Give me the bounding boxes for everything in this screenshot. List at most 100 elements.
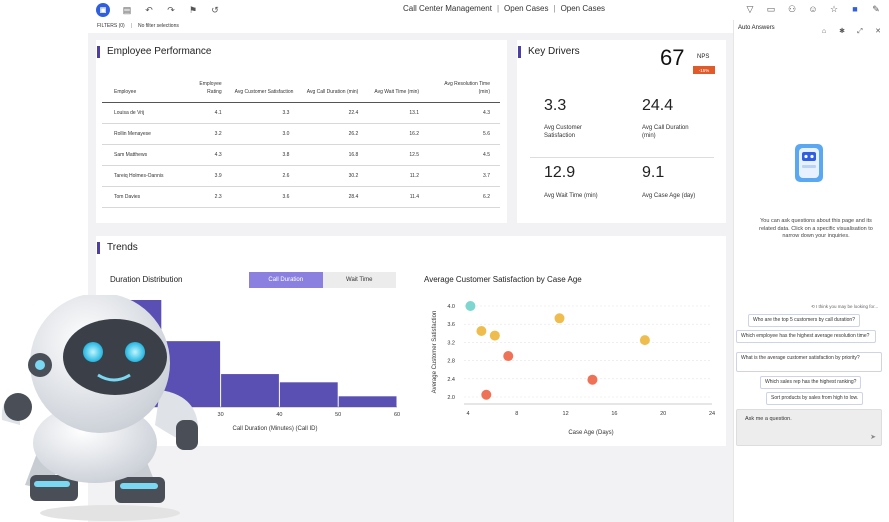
divider: [530, 157, 714, 158]
star-icon[interactable]: ☆: [829, 3, 839, 14]
column-header[interactable]: Avg Wait Time (min): [368, 80, 430, 103]
edit-icon[interactable]: ✎: [872, 3, 880, 14]
table-header-row: Employee Employee Rating Avg Customer Sa…: [102, 80, 500, 103]
suggestion-chip[interactable]: Which sales rep has the highest ranking?: [760, 376, 862, 389]
table-cell: 3.0: [231, 123, 300, 145]
history-icon[interactable]: ↺: [211, 4, 219, 15]
nps-change-badge: -15%: [693, 66, 715, 74]
trends-card[interactable]: [96, 236, 726, 446]
employee-performance-title: Employee Performance: [97, 46, 212, 58]
table-row[interactable]: Tareiq Holmes-Oannis 3.9 2.6 30.2 11.2 3.7: [102, 165, 500, 187]
column-header[interactable]: Employee: [102, 80, 190, 103]
assistant-message: You can ask questions about this page an…: [759, 218, 873, 239]
key-drivers-card[interactable]: [517, 40, 726, 223]
kpi-value: 3.3: [544, 97, 567, 114]
trends-title: Trends: [97, 242, 138, 254]
employee-table: Employee Employee Rating Avg Customer Sa…: [102, 80, 500, 208]
breadcrumb: Call Center Management | Open Cases | Open C…: [403, 4, 606, 13]
auto-answers-panel: Auto Answers ⌂ ✱ ⤢ ✕ You can ask questio…: [733, 20, 889, 522]
undo-icon[interactable]: ↶: [145, 4, 153, 15]
kpi-label: Avg Call Duration (min): [642, 125, 689, 139]
metric-toggle: Call Duration Wait Time: [249, 272, 396, 288]
panel-title: Auto Answers: [738, 25, 775, 31]
send-icon[interactable]: ➤: [870, 434, 876, 441]
share-icon[interactable]: ⚇: [787, 3, 797, 14]
robot-mascot-icon: [1, 295, 198, 521]
table-cell: 2.6: [231, 165, 300, 187]
suggestion-hint: ⟲ I think you may be looking for...: [811, 304, 878, 310]
table-cell: 13.1: [368, 102, 430, 124]
kpi-label: Avg Case Age (day): [642, 193, 696, 199]
assistant-illustration-icon: [795, 144, 823, 182]
table-cell: 11.4: [368, 186, 430, 208]
table-cell: 4.3: [429, 102, 500, 124]
close-icon[interactable]: ✕: [875, 27, 881, 35]
bookmark-icon[interactable]: ⚑: [188, 4, 198, 15]
table-cell: 4.1: [189, 102, 232, 124]
table-cell: 3.6: [231, 186, 300, 208]
breadcrumb-item[interactable]: Open Cases: [504, 4, 549, 13]
suggestion-chip[interactable]: Sort products by sales from high to low.: [766, 392, 864, 405]
table-cell: 4.5: [429, 144, 500, 166]
suggestion-chip[interactable]: What is the average customer satisfactio…: [736, 352, 882, 372]
column-header[interactable]: Avg Resolution Time (min): [429, 80, 500, 103]
kpi-value: 24.4: [642, 97, 674, 114]
table-cell: 4.3: [189, 144, 232, 166]
kpi-label: Avg Customer Satisfaction: [544, 125, 582, 139]
filters-label[interactable]: FILTERS (0): [97, 23, 125, 29]
nps-value: 67: [660, 45, 685, 70]
table-cell: 3.8: [231, 144, 300, 166]
table-row[interactable]: Sam Matthews 4.3 3.8 16.8 12.5 4.5: [102, 144, 500, 166]
toggle-call-duration[interactable]: Call Duration: [249, 272, 323, 288]
table-row[interactable]: Louisa de Vrij 4.1 3.3 22.4 13.1 4.3: [102, 102, 500, 124]
filter-bar: FILTERS (0) | No filter selections: [97, 23, 179, 29]
column-header[interactable]: Avg Customer Satisfaction: [231, 80, 300, 103]
employee-name-cell: Sam Matthews: [102, 144, 190, 166]
table-cell: 3.3: [231, 102, 300, 124]
nps-label: NPS: [697, 54, 710, 60]
kpi-value: 12.9: [544, 164, 576, 181]
table-row[interactable]: Tom Davies 2.3 3.6 28.4 11.4 6.2: [102, 186, 500, 208]
hint-text: I think you may be looking for...: [816, 304, 879, 309]
table-cell: 3.7: [429, 165, 500, 187]
question-placeholder: Ask me a question.: [745, 416, 792, 422]
column-header[interactable]: Avg Call Duration (min): [299, 80, 369, 103]
pin-icon[interactable]: ⌂: [821, 27, 827, 35]
table-cell: 12.5: [368, 144, 430, 166]
table-row[interactable]: Rollin Menayese 3.2 3.0 26.2 16.2 5.6: [102, 123, 500, 145]
table-cell: 6.2: [429, 186, 500, 208]
employee-name-cell: Tom Davies: [102, 186, 190, 208]
settings-icon[interactable]: ✱: [839, 27, 845, 35]
panel-icon[interactable]: ■: [852, 3, 858, 14]
key-drivers-title: Key Drivers: [518, 46, 580, 58]
table-cell: 2.3: [189, 186, 232, 208]
expand-icon[interactable]: ⤢: [857, 27, 863, 35]
table-cell: 28.4: [299, 186, 369, 208]
column-header[interactable]: Employee Rating: [189, 80, 232, 103]
page-icon[interactable]: ▤: [122, 4, 132, 15]
redo-icon[interactable]: ↷: [167, 4, 175, 15]
table-cell: 3.9: [189, 165, 232, 187]
table-cell: 22.4: [299, 102, 369, 124]
table-cell: 30.2: [299, 165, 369, 187]
kpi-label: Avg Wait Time (min): [544, 193, 598, 199]
table-cell: 3.2: [189, 123, 232, 145]
filters-value: No filter selections: [138, 23, 179, 29]
suggestion-chip[interactable]: Who are the top 5 customers by call dura…: [748, 314, 860, 327]
question-input[interactable]: Ask me a question. ➤: [736, 409, 882, 446]
app-logo-icon[interactable]: ▣: [96, 3, 110, 17]
table-cell: 16.8: [299, 144, 369, 166]
kpi-value: 9.1: [642, 164, 665, 181]
comment-icon[interactable]: ▭: [766, 3, 776, 14]
toggle-wait-time[interactable]: Wait Time: [322, 272, 396, 288]
filter-icon[interactable]: ▽: [746, 3, 754, 14]
table-cell: 5.6: [429, 123, 500, 145]
suggestion-chip[interactable]: Which employee has the highest average r…: [736, 330, 876, 343]
breadcrumb-item[interactable]: Call Center Management: [403, 4, 492, 13]
top-toolbar: ▣ ▤ ↶ ↷ ⚑ ↺ Call Center Management | Open …: [0, 0, 889, 20]
user-icon[interactable]: ☺: [808, 3, 818, 14]
breadcrumb-item[interactable]: Open Cases: [560, 4, 606, 13]
employee-name-cell: Rollin Menayese: [102, 123, 190, 145]
employee-name-cell: Tareiq Holmes-Oannis: [102, 165, 190, 187]
